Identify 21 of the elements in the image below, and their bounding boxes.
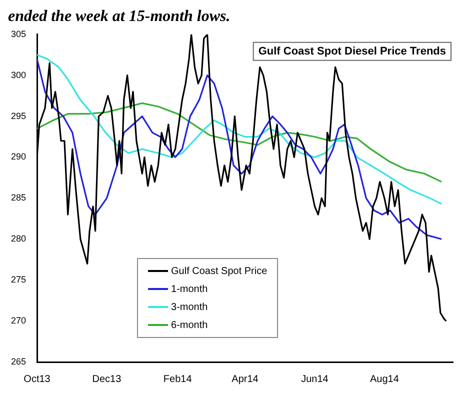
y-tick-label: 290 [10, 152, 26, 162]
legend-label: 3-month [171, 302, 208, 312]
text: Gulf Coast Spot Diesel Price Trends [258, 45, 446, 58]
y-tick-label: 280 [10, 234, 26, 244]
x-tick-label: Apr14 [232, 374, 259, 385]
y-tick-label: 295 [10, 110, 26, 121]
legend-label: 6-month [171, 320, 208, 330]
x-tick-label: Oct13 [24, 374, 51, 385]
text: ended the week at 15-month lows. [8, 8, 232, 26]
y-tick-label: 265 [10, 356, 26, 366]
x-tick-label: Dec13 [92, 374, 122, 385]
y-tick-label: 305 [10, 28, 26, 39]
x-tick-label: Aug14 [370, 374, 400, 385]
legend-label: Gulf Coast Spot Price [171, 266, 268, 276]
legend-label: 1-month [171, 284, 208, 294]
x-tick-label: Feb14 [163, 374, 192, 385]
y-tick-label: 300 [10, 70, 26, 80]
y-tick-label: 270 [10, 316, 26, 326]
y-tick-label: 285 [10, 192, 26, 203]
x-tick-label: Jun14 [301, 374, 329, 385]
y-tick-label: 275 [10, 274, 26, 285]
